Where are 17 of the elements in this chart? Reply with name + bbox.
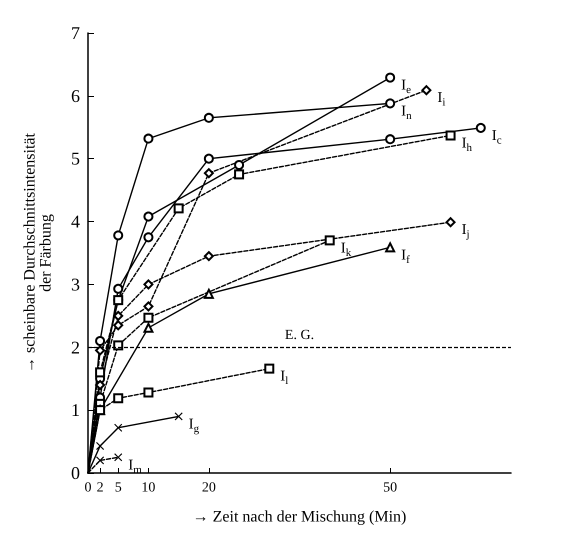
x-tick-label: 10 (141, 480, 156, 496)
x-tick-label: 50 (383, 480, 398, 496)
y-tick-label: 7 (71, 23, 80, 43)
x-tick-label: 5 (114, 480, 122, 496)
y-tick-label: 1 (71, 400, 80, 420)
y-tick-label: 2 (71, 337, 80, 358)
x-tick-label: 2 (96, 480, 104, 496)
y-tick-label: 0 (71, 463, 80, 483)
x-axis-title: → Zeit nach der Mischung (Min) (192, 508, 406, 526)
y-tick-label: 5 (71, 148, 80, 169)
y-tick-label: 4 (71, 212, 80, 232)
y-tick-label: 3 (71, 274, 80, 294)
y-axis-title: → scheinbare Durchschnittsintensität der Färbung (22, 132, 54, 373)
y-tick-label: 6 (71, 86, 80, 106)
x-tick-label: 20 (202, 480, 216, 496)
ref-line-label: E. G. (284, 328, 314, 343)
x-tick-label: 0 (84, 480, 92, 496)
